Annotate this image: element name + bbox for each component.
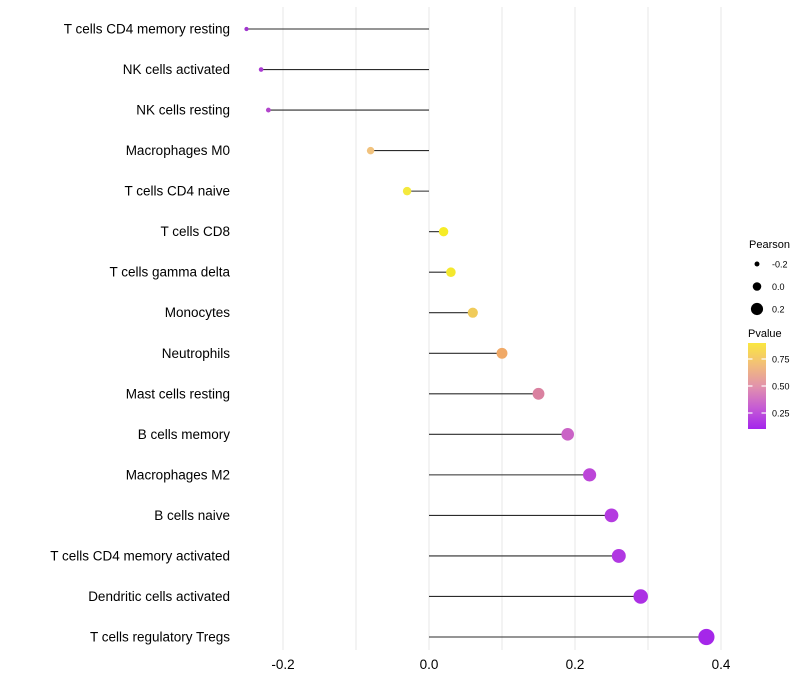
y-axis-label: T cells CD4 memory activated (50, 548, 230, 563)
legend-pearson-title: Pearson (749, 239, 790, 251)
colorbar-tick-label: 0.50 (772, 382, 790, 392)
lollipop-dot (366, 146, 375, 155)
legend-size-label: -0.2 (772, 260, 788, 270)
y-axis-label: T cells gamma delta (109, 265, 230, 280)
x-axis: -0.2 0.0 0.2 0.4 (271, 657, 731, 672)
y-axis-label: Monocytes (165, 305, 231, 320)
legend-pvalue-title: Pvalue (748, 328, 782, 340)
y-axis-label: Macrophages M0 (126, 143, 230, 158)
y-axis-label: T cells CD4 memory resting (64, 22, 230, 37)
lollipop-dot (611, 548, 626, 563)
x-tick-label: 0.2 (566, 657, 585, 672)
lollipop-dot (258, 67, 264, 72)
colorbar-tick-label: 0.75 (772, 354, 790, 364)
lollipop-dot (244, 26, 249, 32)
lollipop-dot (265, 107, 271, 113)
lollipop-dot (532, 387, 545, 400)
y-axis-label: NK cells resting (136, 103, 230, 118)
legend-pvalue: Pvalue 0.75 0.50 0.25 (748, 328, 790, 429)
legend-size-label: 0.0 (772, 282, 785, 292)
y-axis-label: Macrophages M2 (126, 467, 230, 482)
x-tick-label: 0.0 (420, 657, 439, 672)
lollipop-dot (402, 186, 412, 196)
lollipop-dot (604, 508, 619, 523)
gridlines (282, 7, 722, 650)
x-tick-label: -0.2 (271, 657, 294, 672)
y-axis-label: NK cells activated (123, 62, 230, 77)
legend-size-label: 0.2 (772, 305, 785, 315)
lollipop-dot (446, 267, 456, 277)
lollipop-dot (496, 347, 508, 359)
legend-size-dot (750, 302, 764, 316)
x-tick-label: 0.4 (712, 657, 731, 672)
y-axis-label: Mast cells resting (126, 386, 230, 401)
lollipop-dot (467, 307, 478, 318)
legend-pearson: Pearson -0.2 0.0 0.2 (749, 239, 790, 316)
y-axis-label: Neutrophils (162, 346, 231, 361)
lollipop-dot (583, 468, 597, 482)
y-axis-label: B cells memory (138, 427, 231, 442)
y-axis-label: Dendritic cells activated (88, 589, 230, 604)
lollipop-dot (438, 226, 449, 237)
rows: T cells CD4 memory resting NK cells activ… (50, 22, 715, 646)
lollipop-dot (633, 589, 648, 604)
y-axis-label: B cells naive (154, 508, 230, 523)
y-axis-label: T cells regulatory Tregs (90, 629, 230, 644)
lollipop-dot (698, 628, 715, 646)
y-axis-label: T cells CD4 naive (124, 184, 230, 199)
y-axis-label: T cells CD8 (160, 224, 230, 239)
pvalue-colorbar (748, 343, 766, 429)
colorbar-tick-label: 0.25 (772, 409, 790, 419)
legend-size-dot (752, 282, 762, 291)
lollipop-dot (561, 428, 575, 441)
legend-size-dot (754, 261, 760, 267)
